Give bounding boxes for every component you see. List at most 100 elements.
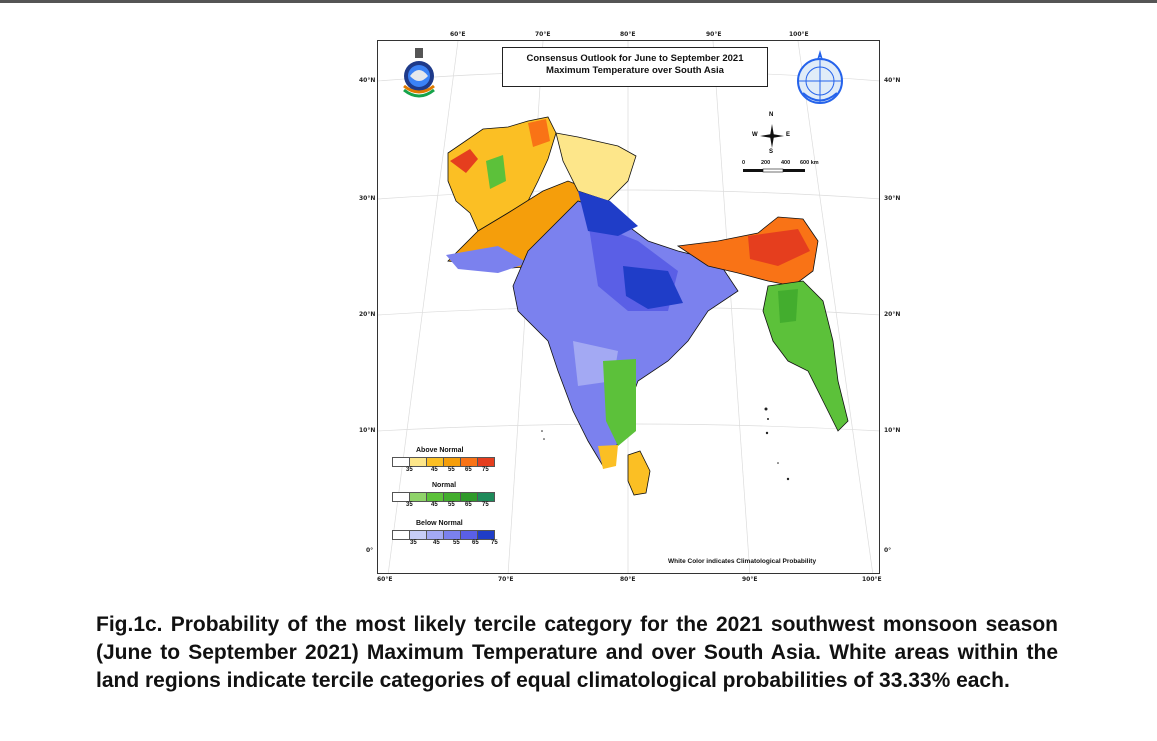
legend-tick: 45 [433, 540, 440, 546]
legend-below-normal: Below Normal 35 45 55 65 75 [392, 520, 498, 549]
legend-tick: 65 [472, 540, 479, 546]
legend-below-title: Below Normal [416, 520, 463, 527]
legend-normal-ticks: 35 45 55 65 75 [392, 502, 494, 511]
lat-label-left-10: 10°N [359, 427, 376, 434]
legend-tick: 75 [482, 467, 489, 473]
legend-tick: 65 [465, 467, 472, 473]
scale-bar-graphic [743, 168, 805, 173]
legend-tick: 55 [448, 467, 455, 473]
normal-patch-afghanistan [486, 155, 506, 189]
lat-label-right-10: 10°N [884, 427, 901, 434]
legend-tick: 35 [406, 502, 413, 508]
above-patch-south-tip [598, 445, 618, 469]
legend-tick: 55 [453, 540, 460, 546]
scale-label-0: 0 [742, 160, 746, 166]
legend-below-swatch [409, 530, 427, 540]
lon-label-top-70: 70°E [535, 31, 551, 38]
region-himalaya [555, 132, 637, 202]
lat-label-right-40: 40°N [884, 77, 901, 84]
forecast-map [377, 40, 880, 574]
compass-s: S [769, 149, 774, 155]
lat-label-right-0: 0° [884, 547, 892, 554]
legend-normal-swatch [409, 492, 427, 502]
legend-normal-swatch [477, 492, 495, 502]
islands [541, 407, 790, 481]
legend-tick: 45 [431, 467, 438, 473]
map-title-box: Consensus Outlook for June to September … [502, 47, 768, 87]
legend-below-swatch [460, 530, 478, 540]
legend-below-swatches [392, 530, 495, 540]
lon-label-top-80: 80°E [620, 31, 636, 38]
lat-label-left-40: 40°N [359, 77, 376, 84]
top-border [0, 0, 1157, 3]
normal-patch-south-india [603, 359, 636, 446]
scale-bar: 0 200 400 600 km [742, 160, 832, 176]
map-title-line1: Consensus Outlook for June to September … [526, 53, 744, 64]
legend-tick: 35 [410, 540, 417, 546]
lat-label-right-30: 30°N [884, 195, 901, 202]
legend-below-swatch [477, 530, 495, 540]
map-svg [378, 41, 879, 573]
lon-label-top-90: 90°E [706, 31, 722, 38]
legend-above-normal: Above Normal 35 45 55 65 75 [392, 447, 495, 476]
lon-label-bottom-60: 60°E [377, 576, 393, 583]
legend-tick: 75 [482, 502, 489, 508]
legend-normal: Normal 35 45 55 65 75 [392, 482, 495, 511]
legend-below-swatch [426, 530, 444, 540]
hotspot-west [450, 149, 478, 173]
climatology-note: White Color indicates Climatological Pro… [668, 558, 817, 565]
lat-label-left-30: 30°N [359, 195, 376, 202]
legend-above-swatch [426, 457, 444, 467]
region-bangladesh-myanmar [762, 280, 849, 432]
legend-normal-swatch [426, 492, 444, 502]
lon-label-top-60: 60°E [450, 31, 466, 38]
legend-normal-swatch [443, 492, 461, 502]
legend-normal-title: Normal [432, 482, 457, 489]
legend-normal-swatches [392, 492, 495, 502]
lat-label-right-20: 20°N [884, 311, 901, 318]
lat-label-left-0: 0° [366, 547, 374, 554]
hotspot-north [528, 119, 550, 147]
hotspot-east [748, 229, 810, 266]
normal-core [778, 289, 798, 323]
legend-below-ticks: 35 45 55 65 75 [392, 540, 498, 549]
region-sri-lanka [627, 450, 651, 496]
scale-label-400: 400 [781, 160, 791, 166]
legend-above-swatch [409, 457, 427, 467]
legend-above-ticks: 35 45 55 65 75 [392, 467, 494, 476]
legend-above-swatch [477, 457, 495, 467]
legend-above-swatch [443, 457, 461, 467]
legend-tick: 55 [448, 502, 455, 508]
wmo-emblem-icon [793, 48, 847, 106]
legend-tick: 75 [491, 540, 498, 546]
lat-label-left-20: 20°N [359, 311, 376, 318]
scale-label-600: 600 km [800, 160, 819, 166]
below-north [578, 191, 638, 236]
compass-icon [760, 124, 784, 148]
legend-above-swatches [392, 457, 495, 467]
legend-tick: 65 [465, 502, 472, 508]
lon-label-top-100: 100°E [789, 31, 809, 38]
below-patch-west [446, 246, 528, 273]
map-title-line2: Maximum Temperature over South Asia [546, 65, 724, 76]
legend-below-swatch [392, 530, 410, 540]
figure-caption: Fig.1c. Probability of the most likely t… [96, 613, 1058, 692]
lon-label-bottom-70: 70°E [498, 576, 514, 583]
lon-label-bottom-80: 80°E [620, 576, 636, 583]
below-strong [623, 266, 683, 309]
compass-n: N [769, 112, 774, 118]
compass-w: W [752, 132, 758, 138]
legend-above-title: Above Normal [416, 447, 464, 454]
compass-rose: N S W E [752, 112, 792, 156]
compass-e: E [786, 132, 791, 138]
legend-above-swatch [460, 457, 478, 467]
legend-tick: 45 [431, 502, 438, 508]
legend-tick: 35 [406, 467, 413, 473]
scale-label-200: 200 [761, 160, 771, 166]
legend-normal-swatch [460, 492, 478, 502]
imd-emblem-icon [400, 46, 438, 102]
lon-label-bottom-90: 90°E [742, 576, 758, 583]
lon-label-bottom-100: 100°E [862, 576, 882, 583]
legend-below-swatch [443, 530, 461, 540]
region-india-main [512, 200, 739, 467]
